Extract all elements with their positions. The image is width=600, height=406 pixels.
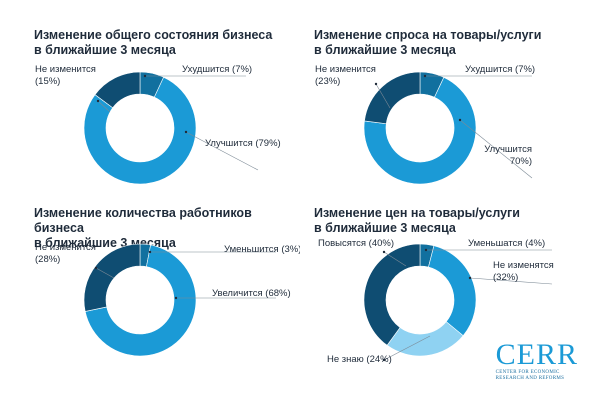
logo-subtitle-line1: Center for Economic [495,370,560,375]
slice-label: Улучшится [484,144,532,155]
logo-subtitle-line2: Research and Reforms [495,376,565,381]
leader-dot [382,358,386,362]
leader-line [95,267,115,279]
leader-line [469,277,553,285]
slice-label: Ухудшится (7%) [465,64,535,75]
leader-dot [458,118,462,122]
cerr-logo: CERR Center for Economic Research and Re… [496,340,578,382]
leader-dot [382,250,386,254]
slice-label: Не изменится [315,64,376,75]
chart-title: Изменение спроса на товары/услуги в ближ… [314,28,542,57]
logo-wordmark: CERR [495,338,578,371]
slice-label: Не изменятся [493,260,554,271]
donut-slice [428,245,477,337]
donut-slice [83,76,197,185]
donut-slice [363,76,477,185]
donut-slice [363,243,421,346]
leader-dot [424,248,428,252]
slice-label: (32%) [493,272,518,283]
slice-label: Повысятся (40%) [318,238,394,249]
leader-dot [94,266,98,270]
leader-line [375,83,391,109]
donut-chart-employees: Увеличится (68%) Не изменится(28%) Уменьши… [35,242,300,357]
leader-dot [148,250,152,254]
slice-label: Улучшится (79%) [205,138,281,149]
donut-slice [364,71,421,125]
chart-title: Изменение общего состояния бизнеса в бли… [34,28,273,57]
slice-label: Увеличится (68%) [212,288,291,299]
chart-panel-prices: Изменение цен на товары/услуги в ближайш… [280,206,580,406]
slice-label: Не изменится [35,242,96,253]
slice-label: (28%) [35,254,60,265]
chart-panel-demand: Изменение спроса на товары/услуги в ближ… [280,28,580,228]
leader-line [185,131,259,171]
leader-line [383,251,407,267]
donut-slice [84,244,197,357]
leader-dot [423,74,427,78]
slice-label: Не изменится [35,64,96,75]
slice-label: Уменьшатся (4%) [468,238,545,249]
leader-dot [96,99,100,103]
slice-label: (15%) [35,76,60,87]
donut-chart-business-state: Улучшится (79%) Не изменится(15%) Ухудшитс… [35,64,281,185]
leader-line [459,119,533,179]
leader-dot [174,296,178,300]
leader-dot [184,130,188,134]
chart-title: Изменение количества работников бизнеса … [34,206,252,250]
slice-label: Ухудшится (7%) [182,64,252,75]
donut-chart-prices: Не изменятся(32%) Не знаю (24%) Повысятся … [318,238,554,365]
slice-label: (23%) [315,76,340,87]
slice-label: 70%) [510,156,532,167]
chart-panel-employees: Изменение количества работников бизнеса … [0,206,300,406]
leader-dot [468,276,472,280]
leader-line [97,100,111,113]
leader-dot [374,82,378,86]
donut-slice [83,243,141,312]
leader-dot [143,74,147,78]
slice-label: Уменьшится (3%) [224,244,300,255]
donut-slice [94,71,141,109]
chart-panel-business-state: Изменение общего состояния бизнеса в бли… [0,28,300,228]
leader-line [383,335,431,361]
slice-label: Не знаю (24%) [327,354,392,365]
chart-title: Изменение цен на товары/услуги в ближайш… [314,206,520,235]
